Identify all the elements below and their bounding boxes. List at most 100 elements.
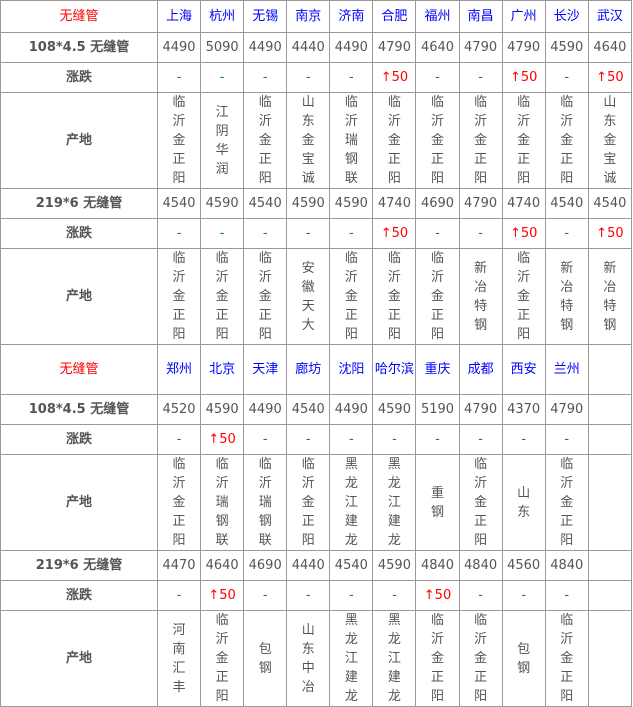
city-header: 无锡 xyxy=(243,0,288,33)
price-cell: 4790 xyxy=(458,188,503,219)
city-header: 武汉 xyxy=(587,0,633,33)
origin-cell: 安徽天大 xyxy=(286,248,331,345)
origin-cell: 重钢 xyxy=(415,454,460,551)
change-row: 涨跌 - - - - - ↑50- - ↑50- ↑50 xyxy=(0,62,633,93)
origin-cell: 临沂金正阳 xyxy=(415,248,460,345)
spec-label: 219*6 无缝管 xyxy=(0,188,158,219)
price-cell: 4590 xyxy=(372,394,417,425)
origin-cell: 山东金宝诚 xyxy=(286,92,331,189)
price-cell: 4590 xyxy=(329,188,374,219)
price-cell: 4790 xyxy=(458,32,503,63)
change-cell: - xyxy=(200,62,245,93)
price-cell: 4540 xyxy=(587,188,633,219)
change-label: 涨跌 xyxy=(0,62,158,93)
change-cell: - xyxy=(156,580,202,611)
origin-cell: 新冶特钢 xyxy=(544,248,589,345)
change-row: 涨跌 - ↑50- - - - ↑50- - - xyxy=(0,580,633,611)
origin-cell: 临沂金正阳 xyxy=(501,248,546,345)
price-cell: 4740 xyxy=(501,188,546,219)
product-header: 无缝管 xyxy=(0,344,158,395)
change-cell: - xyxy=(286,62,331,93)
origin-cell: 黑龙江建龙 xyxy=(372,454,417,551)
price-cell: 4520 xyxy=(156,394,202,425)
price-cell: 4440 xyxy=(286,550,331,581)
origin-row: 产地 临沂金正阳 江阴华润 临沂金正阳 山东金宝诚 临沂瑞钢联 临沂金正阳 临沂金正阳 临沂金正… xyxy=(0,92,633,189)
origin-cell: 临沂金正阳 xyxy=(372,248,417,345)
origin-cell: 包钢 xyxy=(501,610,546,707)
origin-label: 产地 xyxy=(0,454,158,551)
change-cell: ↑50 xyxy=(372,218,417,249)
change-cell: - xyxy=(415,62,460,93)
origin-cell: 山东金宝诚 xyxy=(587,92,633,189)
price-cell: 4690 xyxy=(243,550,288,581)
city-header: 济南 xyxy=(329,0,374,33)
city-header: 天津 xyxy=(243,344,288,395)
change-cell: ↑50 xyxy=(501,218,546,249)
change-cell: - xyxy=(372,580,417,611)
spec-label: 108*4.5 无缝管 xyxy=(0,32,158,63)
city-header: 沈阳 xyxy=(329,344,374,395)
spec-label: 108*4.5 无缝管 xyxy=(0,394,158,425)
origin-cell xyxy=(587,610,633,707)
price-cell: 4790 xyxy=(501,32,546,63)
city-header: 南昌 xyxy=(458,0,503,33)
price-cell: 4640 xyxy=(200,550,245,581)
city-header: 重庆 xyxy=(415,344,460,395)
change-cell: ↑50 xyxy=(587,218,633,249)
price-cell: 4490 xyxy=(243,394,288,425)
price-cell: 4590 xyxy=(286,188,331,219)
price-cell: 4490 xyxy=(156,32,202,63)
origin-cell: 临沂金正阳 xyxy=(200,248,245,345)
origin-cell: 临沂金正阳 xyxy=(200,610,245,707)
price-cell: 4840 xyxy=(458,550,503,581)
change-cell: - xyxy=(329,218,374,249)
price-cell: 4490 xyxy=(243,32,288,63)
change-cell: - xyxy=(329,424,374,455)
origin-cell: 临沂金正阳 xyxy=(243,248,288,345)
change-row: 涨跌 - - - - - ↑50- - ↑50- ↑50 xyxy=(0,218,633,249)
price-cell: 4490 xyxy=(329,394,374,425)
city-header: 广州 xyxy=(501,0,546,33)
change-cell: - xyxy=(243,424,288,455)
origin-cell: 临沂金正阳 xyxy=(329,248,374,345)
price-cell: 4370 xyxy=(501,394,546,425)
origin-cell: 临沂瑞钢联 xyxy=(200,454,245,551)
change-row: 涨跌 - ↑50- - - - - - - - xyxy=(0,424,633,455)
price-row: 108*4.5 无缝管 4490 5090 4490 4440 4490 4790 4640 4… xyxy=(0,32,633,63)
origin-cell: 黑龙江建龙 xyxy=(329,454,374,551)
price-cell: 4790 xyxy=(372,32,417,63)
price-cell xyxy=(587,550,633,581)
origin-cell: 临沂金正阳 xyxy=(156,454,202,551)
price-cell: 4640 xyxy=(587,32,633,63)
origin-cell: 新冶特钢 xyxy=(458,248,503,345)
origin-label: 产地 xyxy=(0,92,158,189)
price-row: 219*6 无缝管 4470 4640 4690 4440 4540 4590 4840 484… xyxy=(0,550,633,581)
change-label: 涨跌 xyxy=(0,424,158,455)
price-cell: 4440 xyxy=(286,32,331,63)
origin-label: 产地 xyxy=(0,248,158,345)
spec-label: 219*6 无缝管 xyxy=(0,550,158,581)
origin-cell: 临沂金正阳 xyxy=(458,454,503,551)
change-cell: - xyxy=(286,580,331,611)
city-header-row: 无缝管 郑州 北京 天津 廊坊 沈阳 哈尔滨 重庆 成都 西安 兰州 xyxy=(0,344,633,395)
change-cell: - xyxy=(501,580,546,611)
change-cell: - xyxy=(200,218,245,249)
city-header xyxy=(587,344,633,395)
origin-cell: 临沂金正阳 xyxy=(372,92,417,189)
origin-row: 产地 临沂金正阳 临沂瑞钢联 临沂瑞钢联 临沂金正阳 黑龙江建龙 黑龙江建龙 重钢 临沂金正阳山… xyxy=(0,454,633,551)
change-cell: - xyxy=(156,424,202,455)
price-cell: 4690 xyxy=(415,188,460,219)
origin-cell: 包钢 xyxy=(243,610,288,707)
change-cell: - xyxy=(243,580,288,611)
change-cell: - xyxy=(458,580,503,611)
origin-cell: 临沂瑞钢联 xyxy=(243,454,288,551)
origin-row: 产地 临沂金正阳 临沂金正阳 临沂金正阳 安徽天大 临沂金正阳 临沂金正阳 临沂金正阳 新冶特钢… xyxy=(0,248,633,345)
price-row: 108*4.5 无缝管 4520 4590 4490 4540 4490 4590 5190 4… xyxy=(0,394,633,425)
city-header: 西安 xyxy=(501,344,546,395)
origin-cell: 临沂金正阳 xyxy=(544,610,589,707)
price-cell: 4840 xyxy=(544,550,589,581)
origin-cell: 临沂金正阳 xyxy=(458,92,503,189)
price-cell: 4560 xyxy=(501,550,546,581)
origin-cell: 临沂金正阳 xyxy=(156,248,202,345)
price-cell: 4590 xyxy=(544,32,589,63)
